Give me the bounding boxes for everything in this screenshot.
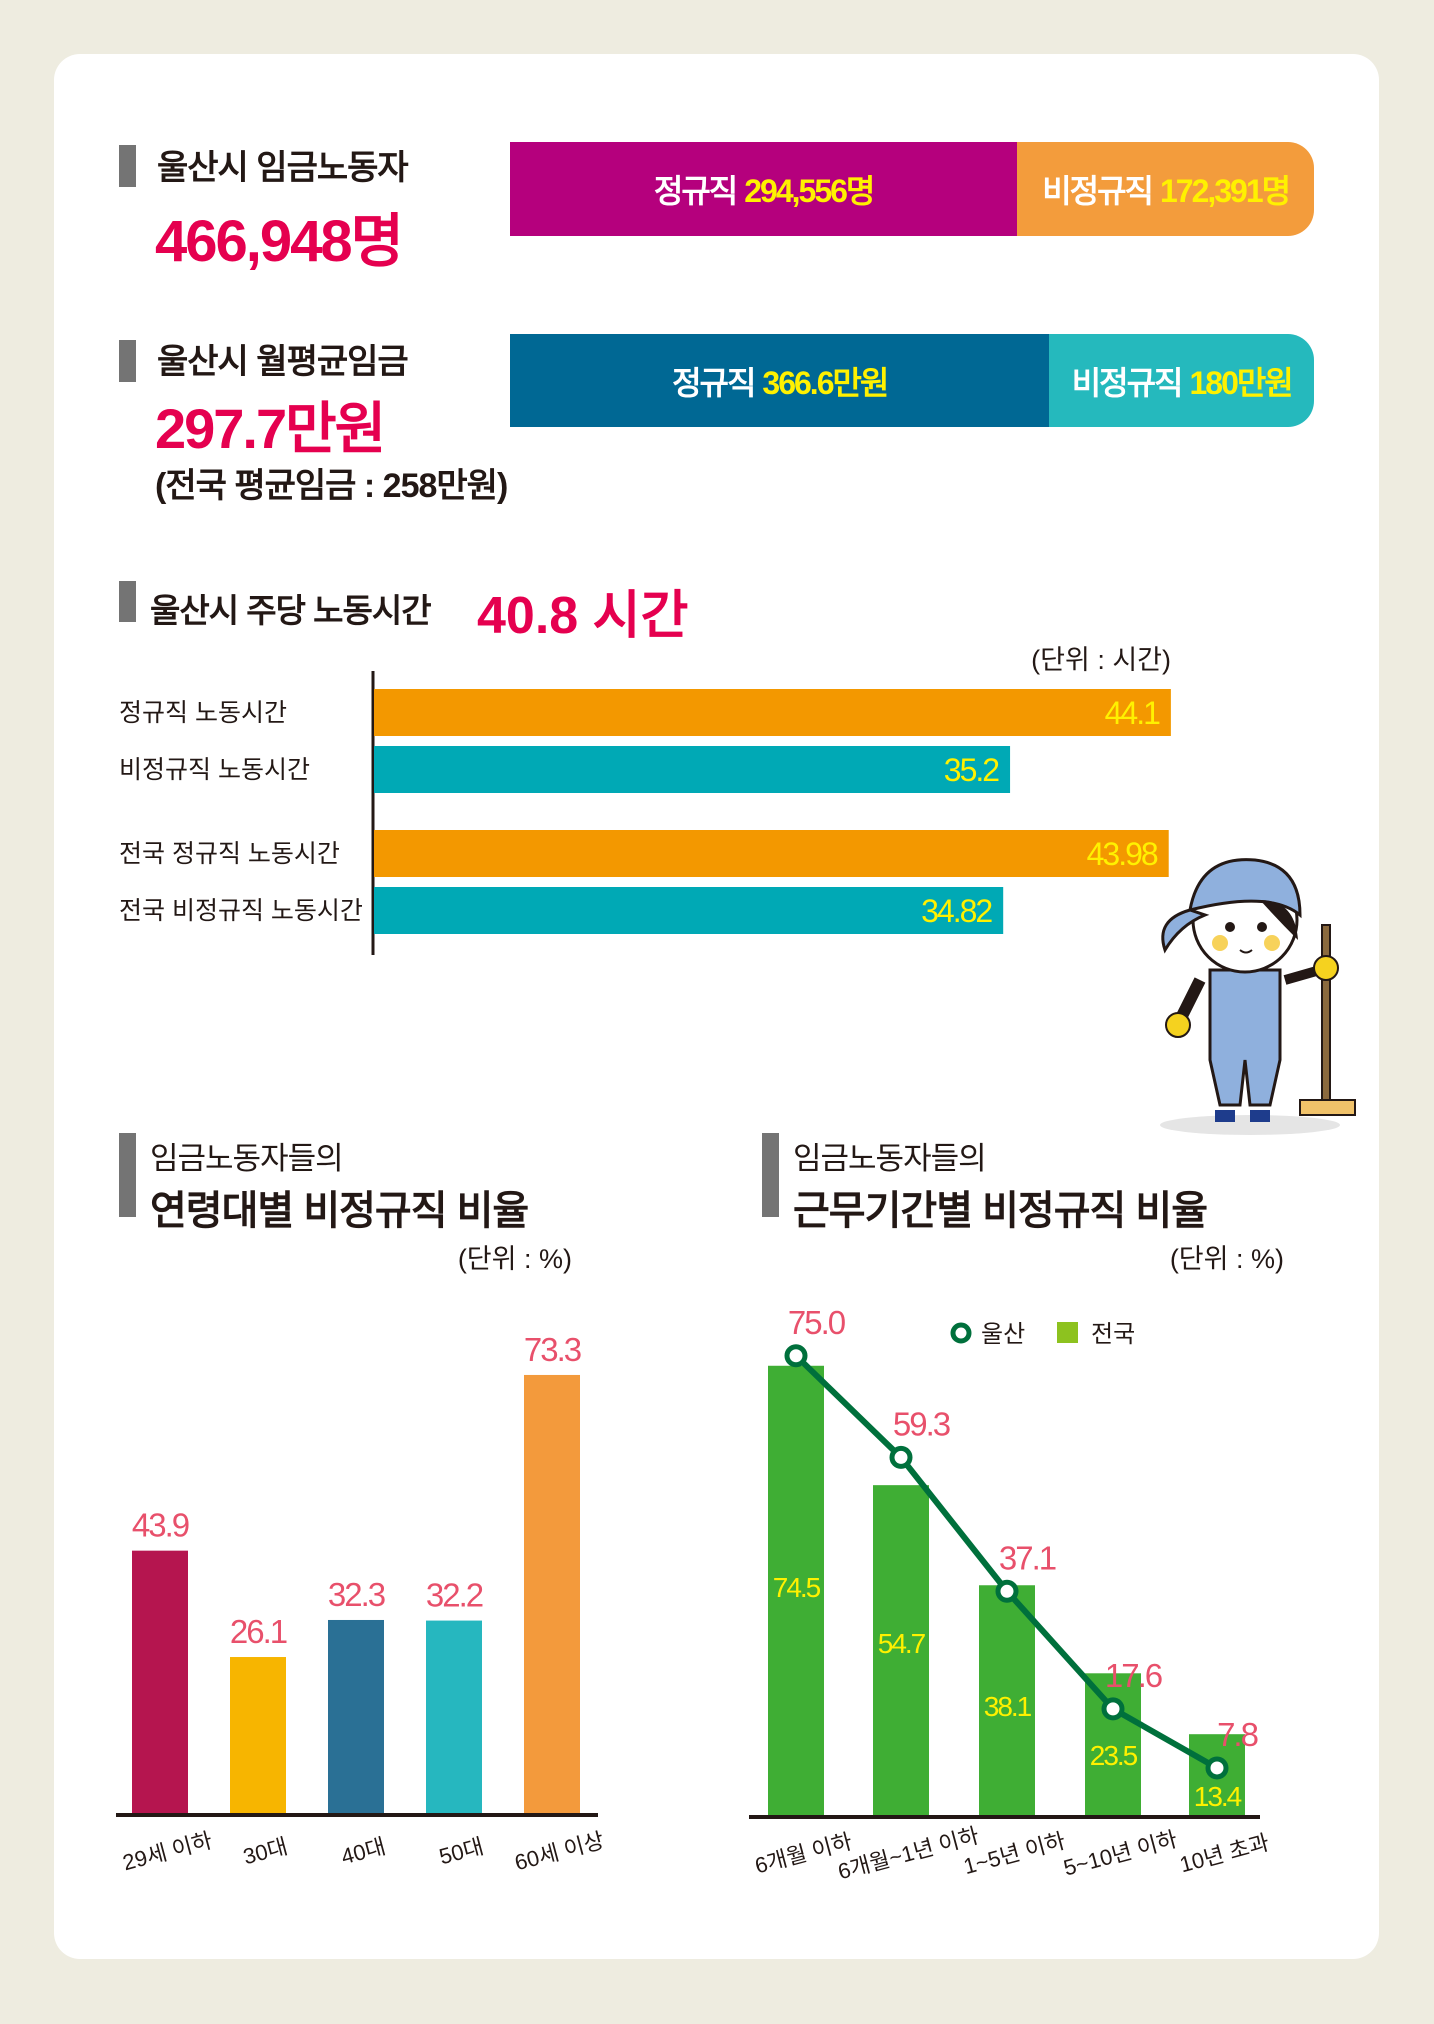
age-bar [230,1657,286,1813]
wage-title: 울산시 월평균임금 [157,343,409,381]
hours-category-label: 전국 비정규직 노동시간 [119,897,363,925]
tenure-national-value-label: 74.5 [773,1572,821,1603]
age-unit: (단위 : %) [457,1244,572,1274]
hours-category-label: 비정규직 노동시간 [119,756,310,784]
age-category-label: 60세 이상 [512,1828,607,1876]
age-title-line1: 임금노동자들의 [150,1141,344,1176]
tenure-ulsan-value-label: 17.6 [1105,1657,1162,1694]
tenure-national-bar [873,1485,929,1815]
regular-value: 366.6만원 [762,364,889,401]
hours-bar-chart: 44.1 정규직 노동시간 35.2 비정규직 노동시간 43.98 전국 정규직 노동시… [119,671,1171,955]
hours-value-label: 35.2 [944,752,999,788]
tenure-national-bar [979,1585,1035,1815]
worker-character-illustration [1160,858,1356,1135]
legend-ulsan-marker [950,1322,972,1344]
tenure-national-bar [768,1365,824,1815]
ulsan-point [995,1579,1019,1603]
hours-bar [374,887,1004,934]
regular-segment: 정규직 294,556명 [510,142,1018,236]
hours-value-label: 43.98 [1087,836,1158,872]
section-marker [119,145,136,187]
nonregular-segment: 비정규직 180만원 [1049,334,1314,427]
ulsan-point [784,1344,808,1368]
age-category-label: 50대 [437,1834,487,1870]
section-marker [762,1133,779,1217]
ulsan-point [1101,1697,1125,1721]
tenure-ulsan-value-label: 75.0 [788,1304,846,1341]
legend-national-swatch [1057,1322,1078,1343]
workers-split-bar: 정규직 294,556명 비정규직 172,391명 [510,142,1314,236]
legend-national-label: 전국 [1091,1321,1135,1348]
tenure-national-value-label: 13.4 [1194,1781,1242,1812]
tenure-ulsan-value-label: 59.3 [893,1405,950,1442]
tenure-title-line2: 근무기간별 비정규직 비율 [793,1189,1208,1233]
hours-unit: (단위 : 시간) [1031,645,1171,675]
tenure-category-label: 5~10년 이하 [1061,1826,1180,1880]
tenure-category-label: 10년 초과 [1177,1830,1272,1878]
tenure-national-bar [1085,1673,1141,1815]
hours-category-label: 전국 정규직 노동시간 [119,840,340,868]
regular-label: 정규직 [672,364,756,401]
nonregular-label: 비정규직 [1071,364,1184,401]
age-value-label: 73.3 [524,1331,581,1368]
age-value-label: 43.9 [132,1507,189,1544]
hours-bar [374,746,1011,793]
tenure-unit: (단위 : %) [1169,1244,1284,1274]
nonregular-label: 비정규직 [1042,173,1154,209]
legend-ulsan-label: 울산 [981,1321,1025,1348]
section-marker [119,340,136,382]
section-marker [119,581,136,622]
tenure-national-value-label: 23.5 [1090,1740,1138,1771]
regular-value: 294,556명 [744,173,875,209]
age-value-label: 32.3 [328,1576,385,1613]
hours-bar [374,830,1169,877]
nonregular-segment: 비정규직 172,391명 [1017,142,1314,236]
tenure-ulsan-value-label: 37.1 [999,1539,1056,1576]
age-bar [132,1550,188,1813]
ulsan-point [1205,1756,1229,1780]
workers-total: 466,948명 [155,209,404,274]
age-title-line2: 연령대별 비정규직 비율 [150,1189,529,1233]
age-value-label: 26.1 [230,1613,287,1650]
wage-total: 297.7만원 [155,397,386,460]
nonregular-value: 172,391명 [1159,173,1291,209]
hours-title: 울산시 주당 노동시간 [150,592,432,629]
hours-bar [374,689,1171,736]
hours-value: 40.8 시간 [477,587,689,645]
nonregular-value: 180만원 [1189,364,1293,401]
hours-category-label: 정규직 노동시간 [119,699,287,727]
ulsan-point [889,1445,913,1469]
wage-split-bar: 정규직 366.6만원 비정규직 180만원 [510,334,1314,427]
section-marker [119,1133,136,1217]
tenure-national-value-label: 54.7 [878,1628,926,1659]
hours-value-label: 34.82 [921,893,992,929]
hours-value-label: 44.1 [1105,695,1160,731]
workers-title: 울산시 임금노동자 [157,149,409,187]
tenure-ulsan-value-label: 7.8 [1217,1716,1258,1753]
national-wage-note: (전국 평균임금 : 258만원) [155,467,508,505]
tenure-category-label: 6개월~1년 이하 [835,1823,981,1885]
age-category-label: 29세 이하 [120,1828,215,1876]
age-value-label: 32.2 [426,1577,483,1614]
age-category-label: 40대 [339,1834,389,1870]
age-bar [328,1619,384,1813]
tenure-national-value-label: 38.1 [984,1691,1032,1722]
age-bar [426,1620,482,1813]
regular-segment: 정규직 366.6만원 [510,334,1050,427]
tenure-title-line1: 임금노동자들의 [793,1141,987,1176]
age-bar [524,1374,580,1813]
regular-label: 정규직 [653,173,738,209]
age-category-label: 30대 [241,1834,291,1870]
